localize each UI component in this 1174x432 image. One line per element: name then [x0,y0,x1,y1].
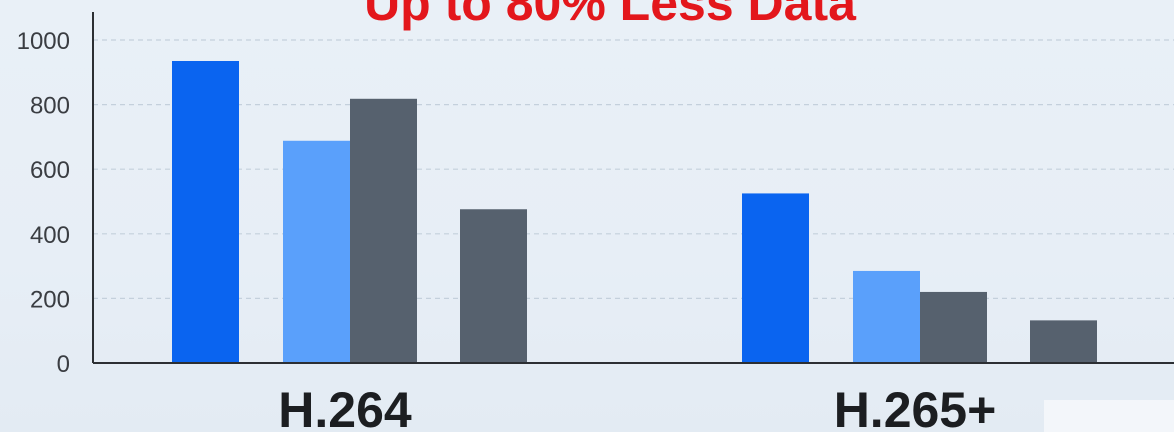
y-tick-label-200: 200 [30,286,70,313]
bar-h265-series-2 [853,270,920,363]
y-tick-label-400: 400 [30,222,70,249]
category-label-2: H.265+ [834,382,997,432]
bar-h265-series-3 [920,291,987,363]
y-tick-labels: 0 200 400 600 800 1000 [17,28,70,378]
corner-patch [1044,400,1174,432]
gridlines [93,39,1174,299]
y-tick-label-800: 800 [30,93,70,120]
bar-h265-series-1 [742,193,809,363]
category-label-1: H.264 [278,382,412,432]
chart-title: Up to 80% Less Data [364,0,857,31]
y-tick-label-0: 0 [57,351,70,378]
bars [172,60,1097,364]
y-tick-label-1000: 1000 [17,28,70,55]
bar-h264-series-4 [460,209,527,363]
bar-h264-series-2 [283,140,350,363]
bar-h265-series-4 [1030,320,1097,363]
axes [92,12,1174,364]
y-tick-label-600: 600 [30,157,70,184]
bar-h264-series-1 [172,60,239,364]
category-labels: H.264 H.265+ [278,382,996,432]
bar-h264-series-3 [350,98,417,363]
